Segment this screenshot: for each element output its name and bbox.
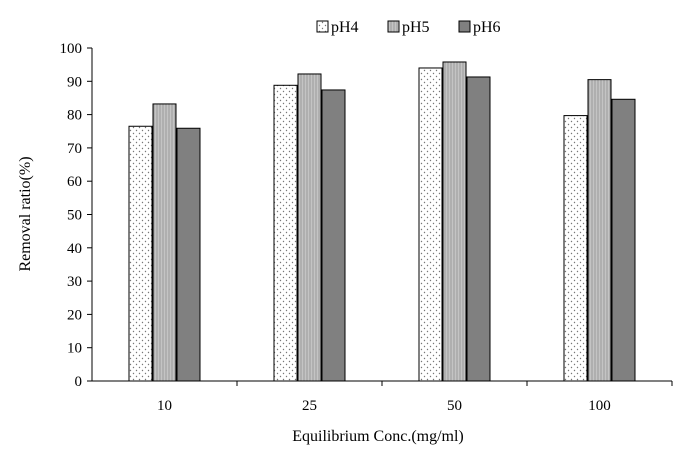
y-tick-label: 60 <box>67 174 82 190</box>
bar-ph4-50 <box>418 67 443 382</box>
bars-group <box>128 61 636 382</box>
legend-swatch-ph5 <box>387 20 400 33</box>
y-tick-label: 20 <box>67 307 82 323</box>
bar-ph4-100 <box>563 115 588 382</box>
x-tick-label: 100 <box>588 398 611 414</box>
y-tick-label: 70 <box>67 141 82 157</box>
bar-ph6-50 <box>466 76 491 382</box>
y-tick-label: 30 <box>67 274 82 290</box>
y-tick-label: 40 <box>67 241 82 257</box>
bar-ph4-10 <box>128 125 153 382</box>
y-tick-label: 80 <box>67 108 82 124</box>
legend-label-ph6: pH6 <box>473 19 501 36</box>
y-tick-label: 50 <box>67 208 82 224</box>
legend-swatch-ph4 <box>316 20 329 33</box>
bar-ph5-100 <box>587 79 612 382</box>
legend-label-ph5: pH5 <box>402 19 430 36</box>
x-tick-label: 10 <box>157 398 172 414</box>
x-axis-title: Equilibrium Conc.(mg/ml) <box>292 428 464 445</box>
x-tick-label: 25 <box>302 398 317 414</box>
y-tick-label: 100 <box>60 41 83 57</box>
y-tick-label: 90 <box>67 74 82 90</box>
y-axis-title: Removal ratio(%) <box>17 156 34 271</box>
bar-ph5-50 <box>442 61 467 382</box>
x-tick-label: 50 <box>447 398 462 414</box>
legend-swatch-ph6 <box>458 20 471 33</box>
bar-ph5-10 <box>152 103 177 382</box>
bar-ph6-100 <box>611 98 636 382</box>
y-tick-label: 0 <box>75 374 83 390</box>
bar-ph6-25 <box>321 89 346 382</box>
y-tick-label: 10 <box>67 341 82 357</box>
legend-label-ph4: pH4 <box>331 19 359 36</box>
ticks-group: 0 10 20 30 40 50 60 70 80 90 100 10 25 50 100 <box>60 41 673 414</box>
bar-ph4-25 <box>273 84 298 382</box>
legend: pH4 pH5 pH6 <box>316 19 501 36</box>
bar-ph5-25 <box>297 73 322 382</box>
bar-ph6-10 <box>176 127 201 382</box>
